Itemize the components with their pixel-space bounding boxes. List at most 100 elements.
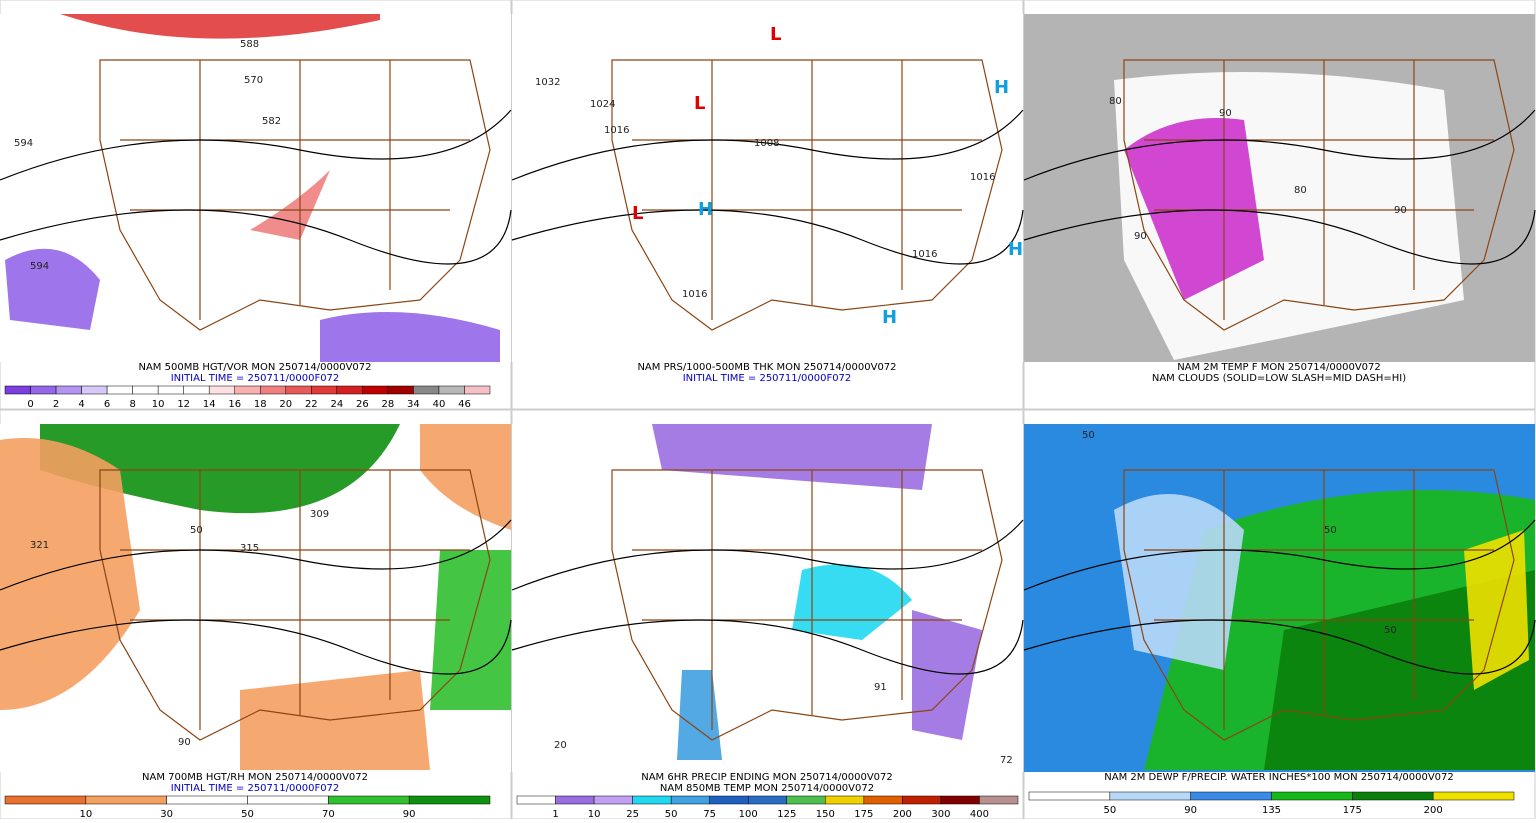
caption: INITIAL TIME = 250711/0000F072	[171, 373, 340, 384]
colorbar-swatch	[85, 795, 167, 805]
map-label: 1016	[682, 289, 707, 300]
colorbar-swatch	[555, 795, 595, 805]
colorbar-swatch	[247, 795, 329, 805]
colorbar-swatch	[902, 795, 942, 805]
colorbar-label: 46	[458, 399, 471, 410]
colorbar-swatch	[208, 385, 235, 395]
colorbar-label: 14	[203, 399, 216, 410]
map-label: 91	[874, 682, 887, 693]
colorbar-swatch	[413, 385, 440, 395]
field-shading	[912, 610, 982, 740]
map-label: 20	[554, 740, 567, 751]
colorbar-swatch	[132, 385, 159, 395]
colorbar-label: 6	[104, 399, 110, 410]
boundaries	[611, 469, 1003, 741]
colorbar-label: 16	[228, 399, 241, 410]
field-shading	[420, 424, 511, 530]
colorbar-label: 175	[854, 809, 873, 819]
colorbar-swatch	[157, 385, 184, 395]
caption: NAM 6HR PRECIP ENDING MON 250714/0000V07…	[641, 772, 893, 783]
colorbar-swatch	[1109, 791, 1191, 801]
boundaries	[99, 59, 491, 331]
map-label: L	[770, 24, 781, 45]
colorbar-swatch	[1190, 791, 1272, 801]
colorbar-label: 1	[552, 809, 558, 819]
colorbar-swatch	[1432, 791, 1515, 801]
colorbar-label: 75	[703, 809, 716, 819]
map-label: 90	[1134, 231, 1147, 242]
map-label: 90	[1394, 205, 1407, 216]
map-label: 90	[178, 737, 191, 748]
field-shading	[60, 14, 380, 39]
colorbar-swatch	[81, 385, 108, 395]
caption: INITIAL TIME = 250711/0000F072	[683, 373, 852, 384]
field-shading	[1114, 494, 1244, 670]
caption: NAM 2M TEMP F MON 250714/0000V072	[1177, 362, 1381, 373]
field-shading	[5, 248, 100, 330]
map-label: L	[694, 93, 705, 114]
colorbar-swatch	[4, 795, 87, 805]
colorbar-swatch	[632, 795, 672, 805]
map-label: 321	[30, 540, 49, 551]
colorbar-label: 4	[78, 399, 84, 410]
colorbar-label: 10	[588, 809, 601, 819]
colorbar-swatch	[183, 385, 210, 395]
boundaries	[99, 469, 491, 741]
colorbar-swatch	[1271, 791, 1353, 801]
map-label: 582	[262, 116, 281, 127]
colorbar-label: 0	[27, 399, 33, 410]
map-label: 90	[1219, 108, 1232, 119]
colorbar-label: 12	[177, 399, 190, 410]
map-label: 594	[14, 138, 33, 149]
field-shading	[320, 312, 500, 362]
colorbar-label: 300	[931, 809, 950, 819]
map-label: 588	[240, 39, 259, 50]
contour	[1023, 109, 1536, 265]
colorbar-label: 24	[330, 399, 343, 410]
map-label: 1024	[590, 99, 615, 110]
map-label: H	[698, 199, 713, 220]
field-shading	[677, 670, 722, 760]
field-shading	[1124, 118, 1264, 300]
colorbar-label: 25	[626, 809, 639, 819]
colorbar-label: 26	[356, 399, 369, 410]
colorbar-swatch	[670, 795, 710, 805]
colorbar-label: 8	[129, 399, 135, 410]
map-label: 50	[1082, 430, 1095, 441]
colorbar-label: 90	[1184, 805, 1197, 816]
map-label: 80	[1294, 185, 1307, 196]
colorbar-swatch	[387, 385, 414, 395]
colorbar-swatch	[979, 795, 1019, 805]
caption: INITIAL TIME = 250711/0000F072	[171, 783, 340, 794]
colorbar-label: 135	[1262, 805, 1281, 816]
colorbar-swatch	[438, 385, 465, 395]
map-label: H	[1008, 239, 1023, 260]
map-label: 1016	[912, 249, 937, 260]
colorbar-swatch	[166, 795, 248, 805]
contour	[0, 109, 512, 265]
colorbar-label: 70	[322, 809, 335, 819]
colorbar-swatch	[940, 795, 980, 805]
panel: 309 315 321 50 90 NAM 700MB HGT/RH MON 250714…	[0, 409, 512, 820]
map-label: 1032	[535, 77, 560, 88]
map-label: 1016	[604, 125, 629, 136]
colorbar-label: 100	[739, 809, 758, 819]
colorbar-swatch	[285, 385, 312, 395]
field-shading	[1464, 530, 1529, 690]
panel: 50 50 50 NAM 2M DEWP F/PRECIP. WATER INCHES…	[1023, 409, 1536, 820]
caption: NAM CLOUDS (SOLID=LOW SLASH=MID DASH=HI)	[1152, 373, 1406, 384]
colorbar-label: 90	[403, 809, 416, 819]
map-area	[512, 14, 1023, 362]
colorbar-label: 30	[160, 809, 173, 819]
colorbar-swatch	[408, 795, 491, 805]
colorbar-swatch	[825, 795, 865, 805]
colorbar-label: 50	[665, 809, 678, 819]
caption: NAM 500MB HGT/VOR MON 250714/0000V072	[138, 362, 371, 373]
field-shading	[792, 564, 912, 640]
colorbar-label: 10	[152, 399, 165, 410]
colorbar-label: 18	[254, 399, 267, 410]
boundaries	[1123, 469, 1515, 741]
map-label: 570	[244, 75, 263, 86]
boundaries	[1123, 59, 1515, 331]
colorbar-swatch	[30, 385, 57, 395]
